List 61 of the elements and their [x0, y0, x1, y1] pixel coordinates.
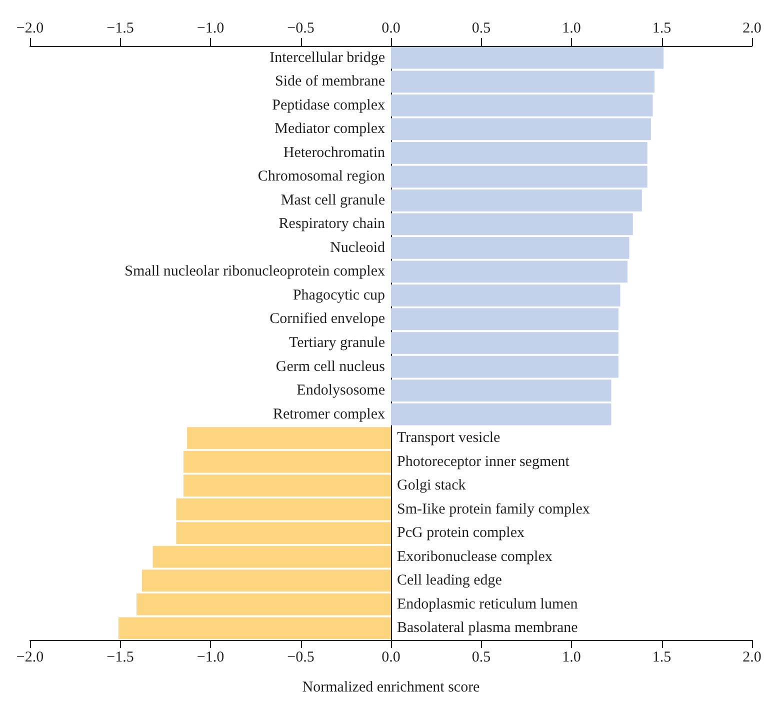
- x2-tick-label: −1.0: [196, 20, 224, 36]
- y-tick-label: Tertiary granule: [289, 335, 386, 351]
- x2-tick-label: 2.0: [742, 20, 762, 36]
- bar: [391, 166, 648, 188]
- bar: [391, 332, 618, 354]
- bar: [183, 450, 391, 473]
- y-tick-label: PcG protein complex: [397, 525, 525, 542]
- x-tick-label: 0.5: [472, 650, 491, 666]
- y-tick-label: Heterochromatin: [283, 144, 386, 161]
- x-axis-title: Normalized enrichment score: [302, 680, 480, 696]
- x2-tick-label: −1.5: [106, 20, 134, 36]
- y-tick-label: Sm-Iike protein family complex: [397, 501, 590, 518]
- y-tick-label: Phagocytic cup: [292, 287, 385, 304]
- y-tick-label: Mast cell granule: [280, 192, 386, 208]
- x2-tick-label: −2.0: [16, 20, 44, 36]
- bar: [391, 237, 630, 259]
- y-tick-label: Respiratory chain: [278, 216, 386, 232]
- x2-tick-label: 0.5: [472, 20, 491, 36]
- y-tick-label: Photoreceptor inner segment: [397, 454, 570, 470]
- x-tick-label: 1.0: [562, 650, 581, 666]
- bar: [391, 284, 620, 306]
- x-tick-label: 0.0: [382, 650, 400, 666]
- y-tick-label: Side of membrane: [275, 74, 386, 90]
- bar: [391, 403, 612, 426]
- x-tick-label: −1.0: [196, 650, 224, 666]
- x2-tick-label: 1.5: [652, 20, 672, 36]
- y-tick-label: Small nucleolar ribonucleoprotein complex: [124, 264, 386, 280]
- bar: [183, 474, 391, 496]
- y-tick-label: Peptidase complex: [272, 97, 386, 114]
- bar: [187, 427, 391, 449]
- x2-tick-label: 0.0: [382, 20, 400, 36]
- y-tick-label: Mediator complex: [274, 121, 386, 138]
- y-tick-label: Golgi stack: [397, 478, 466, 494]
- bar: [391, 213, 633, 236]
- bar: [391, 308, 618, 330]
- x2-tick-label: 1.0: [562, 20, 581, 36]
- x-tick-label: −0.5: [287, 650, 314, 666]
- y-tick-label: Endolysosome: [296, 382, 386, 399]
- bar: [391, 380, 612, 402]
- bar: [391, 356, 618, 378]
- y-tick-label: Intercellular bridge: [270, 50, 386, 66]
- x-tick-label: −2.0: [16, 650, 44, 666]
- bar: [391, 190, 642, 212]
- x-tick-label: −1.5: [106, 650, 134, 666]
- x2-tick-label: −0.5: [287, 20, 314, 36]
- y-tick-label: Cornified envelope: [270, 311, 386, 328]
- bar: [391, 260, 628, 283]
- y-tick-label: Transport vesicle: [397, 430, 501, 446]
- y-tick-label: Basolateral plasma membrane: [397, 620, 578, 636]
- x-tick-label: 2.0: [742, 650, 762, 666]
- y-tick-label: Germ cell nucleus: [276, 358, 386, 375]
- bar: [176, 498, 391, 520]
- y-tick-label: Exoribonuclease complex: [397, 548, 553, 565]
- bar: [176, 522, 391, 544]
- x-tick-label: 1.5: [652, 650, 672, 666]
- y-tick-label: Chromosomal region: [258, 168, 386, 185]
- y-tick-label: Endoplasmic reticulum lumen: [397, 596, 578, 612]
- bar: [391, 142, 648, 164]
- y-tick-label: Cell leading edge: [397, 572, 502, 589]
- y-tick-label: Retromer complex: [272, 406, 386, 422]
- y-tick-label: Nucleoid: [330, 240, 386, 256]
